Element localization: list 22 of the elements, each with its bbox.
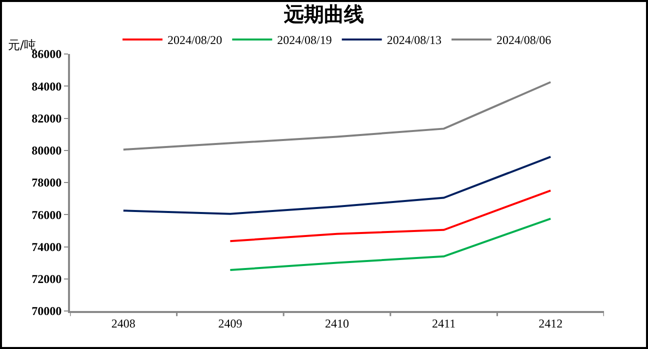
line-series xyxy=(122,156,552,215)
y-tick-label: 74000 xyxy=(32,240,62,254)
y-tick-label: 70000 xyxy=(32,304,62,318)
x-tick-label: 2411 xyxy=(432,316,456,330)
y-tick-label: 76000 xyxy=(32,208,62,222)
legend-label: 2024/08/13 xyxy=(386,33,442,48)
x-tick-label: 2412 xyxy=(538,316,563,330)
y-tick-label: 78000 xyxy=(32,176,62,190)
line-series xyxy=(229,218,552,272)
x-tick-label: 2408 xyxy=(111,316,136,330)
line-series xyxy=(229,190,552,242)
y-tick-label: 80000 xyxy=(32,144,62,158)
legend-label: 2024/08/19 xyxy=(277,33,332,48)
chart-title: 远期曲线 xyxy=(283,2,364,26)
y-tick-label: 82000 xyxy=(32,111,62,126)
y-tick-label: 72000 xyxy=(32,272,62,286)
legend-label: 2024/08/06 xyxy=(496,33,552,48)
y-tick-label: 84000 xyxy=(32,79,62,94)
line-series xyxy=(122,81,552,151)
legend-label: 2024/08/20 xyxy=(168,33,222,48)
x-tick-label: 2409 xyxy=(218,316,242,330)
x-tick-label: 2410 xyxy=(325,316,349,330)
